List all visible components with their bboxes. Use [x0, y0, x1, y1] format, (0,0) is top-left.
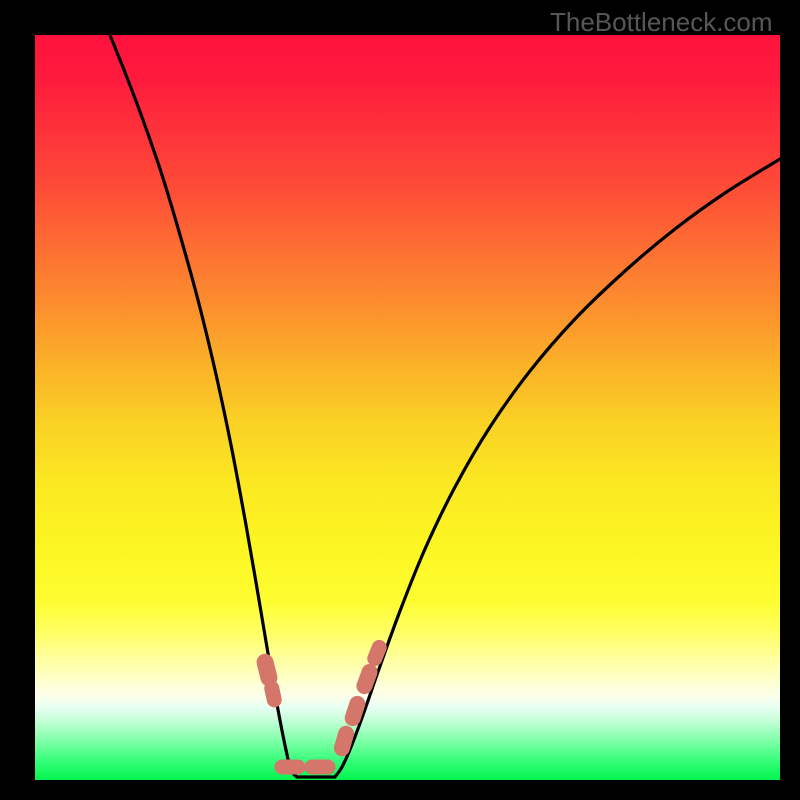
curve-overlay: [35, 35, 780, 780]
plot-area: [35, 35, 780, 780]
curve-marker: [343, 694, 367, 727]
curve-marker: [333, 725, 356, 758]
curve-marker: [275, 760, 305, 774]
watermark-text: TheBottleneck.com: [550, 7, 773, 38]
curve-marker: [366, 638, 389, 667]
stage: TheBottleneck.com: [0, 0, 800, 800]
curve-right: [335, 159, 780, 777]
curve-marker: [305, 760, 335, 774]
curve-marker: [263, 680, 282, 708]
